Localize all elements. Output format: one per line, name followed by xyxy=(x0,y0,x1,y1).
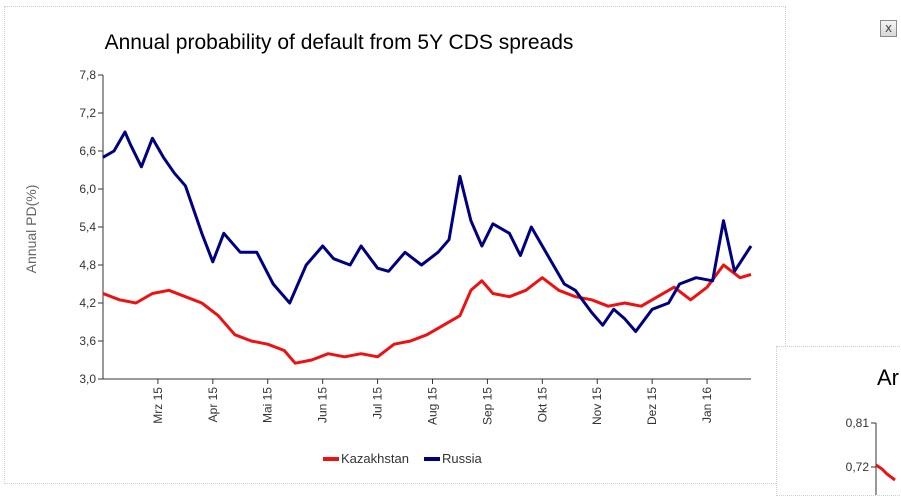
secondary-series-fragment xyxy=(876,465,895,480)
x-tick-label: Jul 15 xyxy=(371,387,385,419)
secondary-y-tick-label: 0,81 xyxy=(846,416,870,430)
x-tick-label: Sep 15 xyxy=(480,387,494,425)
secondary-y-tick-label: 0,72 xyxy=(846,460,870,474)
legend-label-russia[interactable]: Russia xyxy=(442,451,483,466)
legend-label-kazakhstan[interactable]: Kazakhstan xyxy=(341,451,409,466)
y-tick-label: 5,4 xyxy=(79,220,96,234)
x-tick-label: Dez 15 xyxy=(645,387,659,425)
y-tick-label: 6,0 xyxy=(79,182,96,196)
x-tick-label: Jan 16 xyxy=(700,387,714,423)
y-tick-label: 3,0 xyxy=(79,372,96,386)
x-tick-label: Apr 15 xyxy=(206,387,220,423)
main-chart-panel: Annual probability of default from 5Y CD… xyxy=(4,6,786,484)
y-tick-label: 7,2 xyxy=(79,106,96,120)
legend-swatch-russia xyxy=(424,457,440,461)
secondary-chart: 0,81 0,72 xyxy=(777,347,901,496)
legend-swatch-kazakhstan xyxy=(323,457,339,461)
y-axis-label: Annual PD(%) xyxy=(23,185,39,274)
y-tick-label: 6,6 xyxy=(79,144,96,158)
x-tick-label: Okt 15 xyxy=(535,387,549,423)
x-tick-label: Aug 15 xyxy=(425,387,439,425)
chart-title: Annual probability of default from 5Y CD… xyxy=(105,31,574,54)
y-tick-label: 4,2 xyxy=(79,296,96,310)
secondary-chart-panel: Ar 0,81 0,72 xyxy=(776,346,901,496)
series-line-kazakhstan xyxy=(103,265,751,363)
x-tick-label: Mai 15 xyxy=(261,387,275,423)
x-tick-label: Mrz 15 xyxy=(151,387,165,424)
y-tick-label: 3,6 xyxy=(79,334,96,348)
y-tick-label: 4,8 xyxy=(79,258,96,272)
pd-line-chart: Annual probability of default from 5Y CD… xyxy=(5,7,785,483)
close-icon[interactable]: x xyxy=(880,20,897,37)
x-tick-label: Jun 15 xyxy=(316,387,330,423)
y-tick-label: 7,8 xyxy=(79,68,96,82)
x-tick-label: Nov 15 xyxy=(590,387,604,425)
